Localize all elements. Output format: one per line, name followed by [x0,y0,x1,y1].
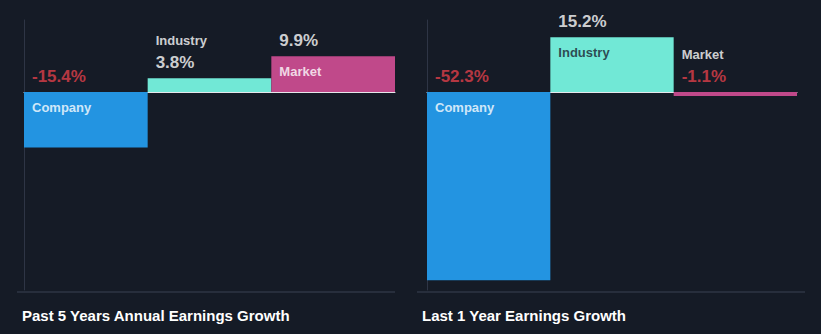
svg-text:Industry: Industry [558,45,610,60]
svg-text:Industry: Industry [156,33,208,48]
svg-text:-52.3%: -52.3% [435,67,489,86]
svg-text:Past 5 Years Annual Earnings G: Past 5 Years Annual Earnings Growth [22,307,290,324]
svg-text:Market: Market [682,47,725,62]
svg-text:3.8%: 3.8% [156,53,195,72]
svg-text:-15.4%: -15.4% [32,67,86,86]
svg-text:Company: Company [32,100,92,115]
svg-text:-1.1%: -1.1% [682,67,726,86]
svg-text:9.9%: 9.9% [279,31,318,50]
svg-text:Market: Market [279,64,322,79]
svg-text:15.2%: 15.2% [558,12,606,31]
svg-text:Last 1 Year Earnings Growth: Last 1 Year Earnings Growth [422,307,626,324]
svg-text:Company: Company [435,100,495,115]
